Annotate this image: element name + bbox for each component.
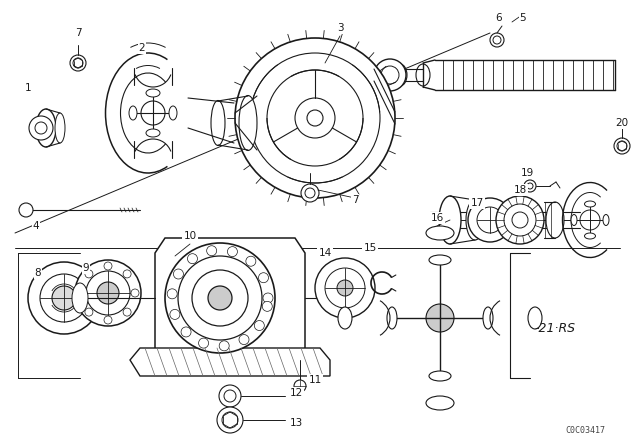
Ellipse shape [584,233,595,239]
Ellipse shape [466,200,484,240]
Circle shape [165,243,275,353]
Ellipse shape [426,396,454,410]
Ellipse shape [426,226,454,240]
Polygon shape [130,348,330,376]
Circle shape [170,310,180,319]
Circle shape [239,335,249,345]
Circle shape [85,270,93,278]
Circle shape [235,38,395,198]
Text: 15: 15 [364,243,376,253]
Circle shape [246,256,256,266]
Circle shape [426,304,454,332]
Circle shape [262,302,272,311]
Circle shape [123,308,131,316]
Ellipse shape [571,215,577,225]
Text: 9: 9 [83,263,90,273]
Ellipse shape [439,196,461,244]
Ellipse shape [584,201,595,207]
Circle shape [52,286,76,310]
Circle shape [490,33,504,47]
Circle shape [301,184,319,202]
Circle shape [85,308,93,316]
Text: 12: 12 [289,388,303,398]
Circle shape [295,98,335,138]
Ellipse shape [603,215,609,225]
Text: 3: 3 [337,23,343,33]
Circle shape [374,59,406,91]
Text: -21·RS: -21·RS [534,322,575,335]
Circle shape [315,258,375,318]
Text: 16: 16 [430,213,444,223]
Circle shape [198,338,209,348]
Text: 7: 7 [75,28,81,38]
Circle shape [217,407,243,433]
Circle shape [131,289,139,297]
Ellipse shape [429,371,451,381]
Circle shape [167,289,177,299]
Circle shape [496,196,544,244]
Text: 11: 11 [308,375,322,385]
Text: 2: 2 [139,43,145,53]
Circle shape [181,327,191,337]
Text: 13: 13 [289,418,303,428]
Ellipse shape [338,307,352,329]
Ellipse shape [239,95,257,151]
Text: 20: 20 [616,118,628,128]
Circle shape [123,270,131,278]
Circle shape [104,262,112,270]
Text: 1: 1 [25,83,31,93]
Ellipse shape [146,89,160,97]
Ellipse shape [528,307,542,329]
Circle shape [263,293,273,303]
Circle shape [188,254,198,264]
Circle shape [219,341,229,351]
Circle shape [468,198,512,242]
Ellipse shape [146,129,160,137]
Polygon shape [155,238,305,360]
Circle shape [29,116,53,140]
Circle shape [219,385,241,407]
Text: 19: 19 [520,168,534,178]
Circle shape [254,320,264,331]
Circle shape [70,55,86,71]
Text: C0C03417: C0C03417 [565,426,605,435]
Circle shape [208,286,232,310]
Ellipse shape [36,109,56,147]
Ellipse shape [211,100,225,146]
Circle shape [227,247,237,257]
Circle shape [524,180,536,192]
Circle shape [28,262,100,334]
Text: 4: 4 [33,221,39,231]
Circle shape [19,203,33,217]
Circle shape [614,138,630,154]
Text: 7: 7 [352,195,358,205]
Ellipse shape [72,283,88,313]
Text: 17: 17 [470,198,484,208]
Text: 6: 6 [496,13,502,23]
Circle shape [337,280,353,296]
Circle shape [294,380,306,392]
Ellipse shape [483,307,493,329]
Ellipse shape [169,106,177,120]
Ellipse shape [546,202,564,238]
Circle shape [259,273,269,283]
Text: 14: 14 [318,248,332,258]
Text: 8: 8 [35,268,42,278]
Circle shape [75,260,141,326]
Ellipse shape [55,113,65,143]
Ellipse shape [387,307,397,329]
Circle shape [104,316,112,324]
Circle shape [97,282,119,304]
Circle shape [207,246,217,256]
Text: 5: 5 [520,13,526,23]
Circle shape [173,269,184,279]
Text: 18: 18 [513,185,527,195]
Ellipse shape [429,255,451,265]
Ellipse shape [129,106,137,120]
Circle shape [77,289,85,297]
Text: 10: 10 [184,231,196,241]
